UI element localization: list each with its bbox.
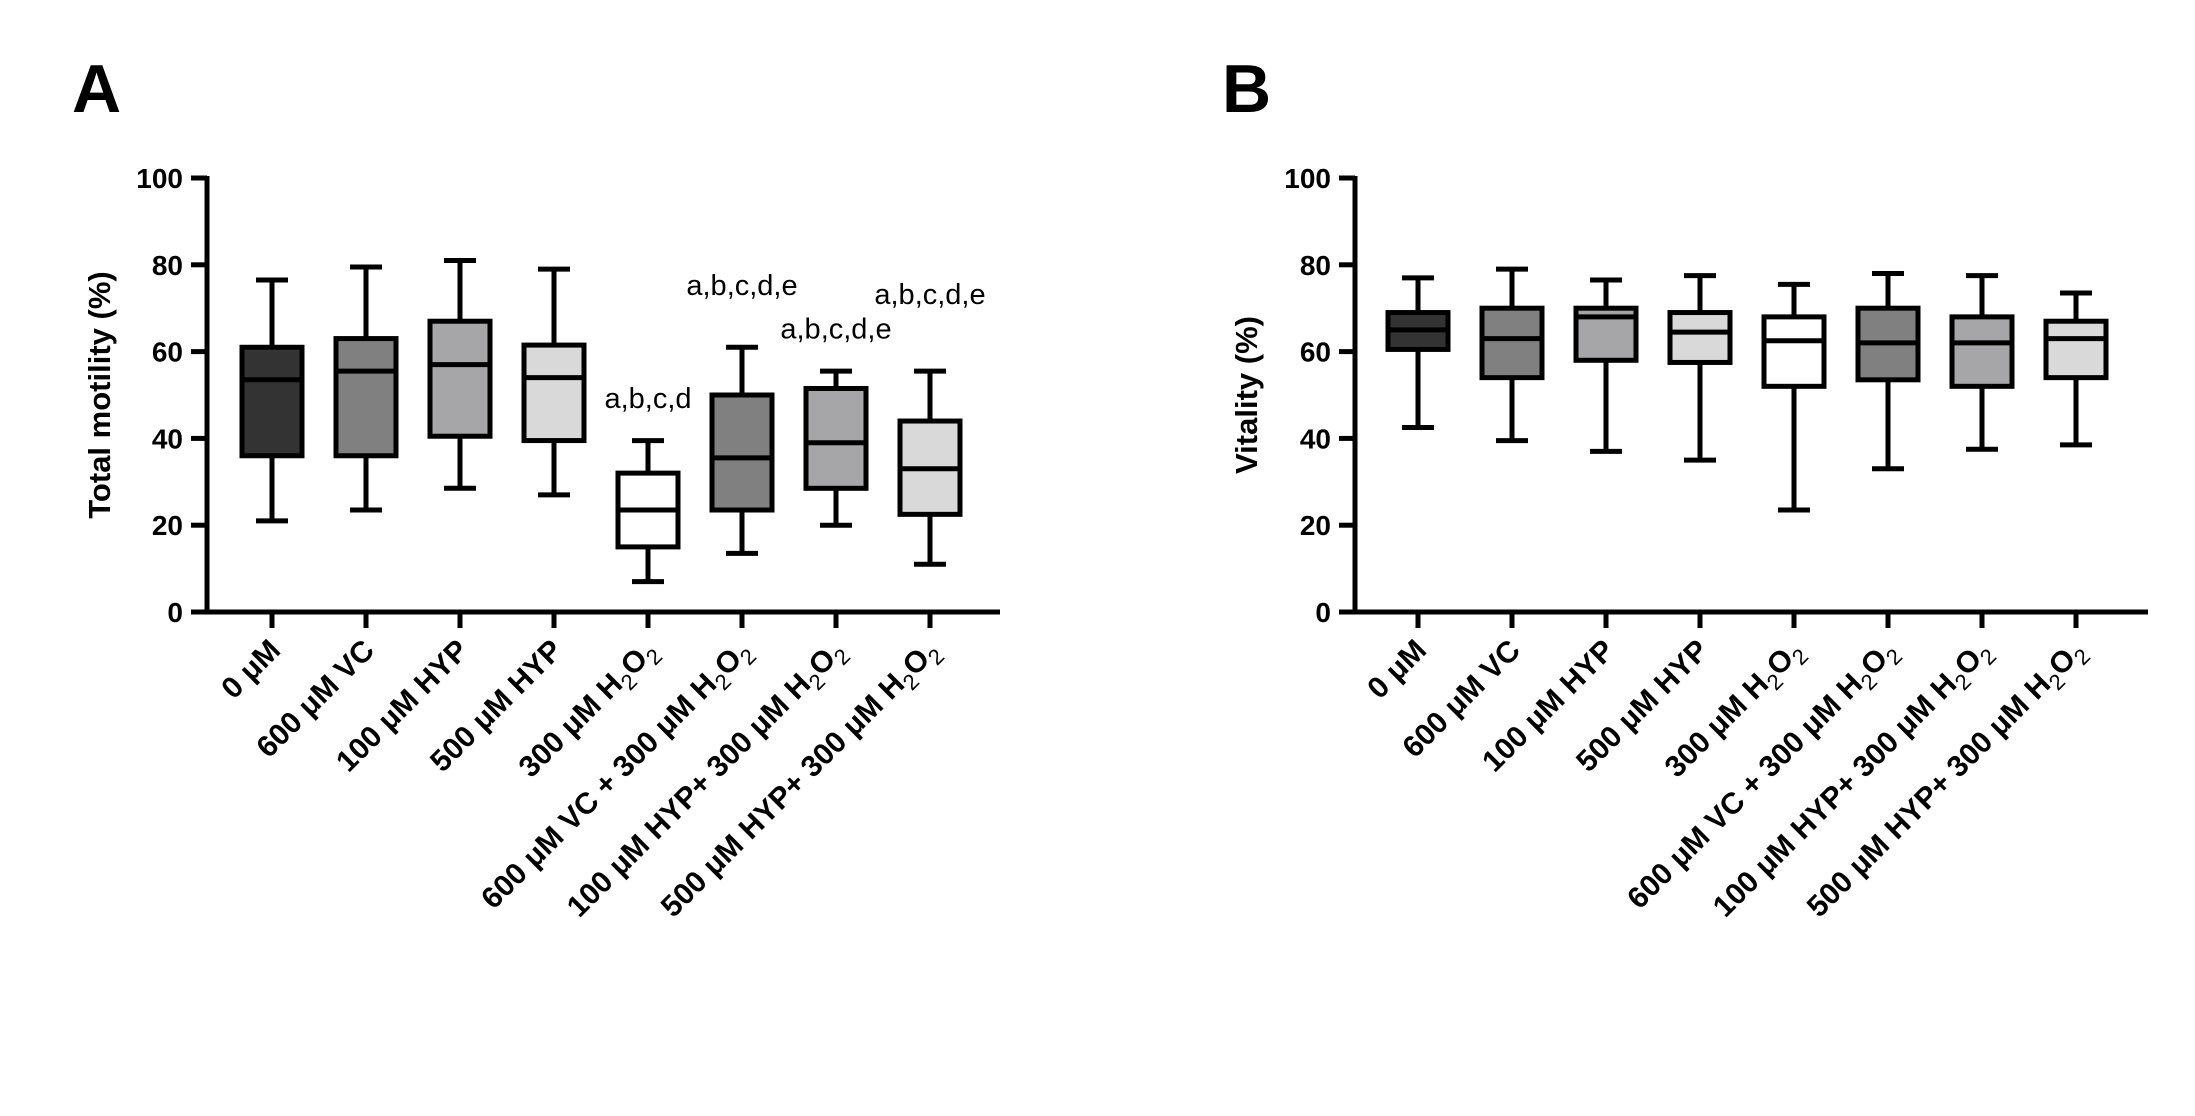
y-tick-label: 60 <box>1300 337 1331 368</box>
significance-annotation: a,b,c,d,e <box>686 270 797 302</box>
y-tick-label: 40 <box>152 423 183 454</box>
y-tick-label: 80 <box>1300 250 1331 281</box>
y-tick-label: 40 <box>1300 423 1331 454</box>
significance-annotation: a,b,c,d,e <box>780 314 891 346</box>
panel-label: B <box>1222 51 1271 127</box>
iqr-box <box>2043 318 2109 381</box>
category-label-text: 0 μM <box>215 634 287 706</box>
y-tick-label: 60 <box>152 337 183 368</box>
iqr-box <box>239 344 305 459</box>
box-1: 0 μM <box>215 277 305 706</box>
iqr-box <box>1761 314 1827 389</box>
category-label: 0 μM <box>1361 634 1433 706</box>
iqr-box <box>427 318 493 439</box>
y-axis-title: Vitality (%) <box>1229 316 1264 474</box>
iqr-box <box>1949 314 2015 389</box>
y-tick-label: 100 <box>136 163 183 194</box>
box-1: 0 μM <box>1361 275 1451 706</box>
iqr-box <box>333 336 399 459</box>
panel-label: A <box>72 51 121 127</box>
y-axis-title: Total motility (%) <box>82 271 117 518</box>
y-tick-label: 20 <box>1300 510 1331 541</box>
significance-annotation: a,b,c,d <box>604 383 691 415</box>
category-label: 0 μM <box>215 634 287 706</box>
iqr-box <box>1479 305 1545 381</box>
y-tick-label: 80 <box>152 250 183 281</box>
iqr-box <box>521 342 587 444</box>
iqr-box <box>1667 310 1733 365</box>
y-tick-label: 0 <box>167 597 183 628</box>
iqr-box <box>709 392 775 513</box>
y-tick-label: 20 <box>152 510 183 541</box>
y-tick-label: 0 <box>1315 597 1331 628</box>
significance-annotation: a,b,c,d,e <box>874 279 985 311</box>
category-label-text: 0 μM <box>1361 634 1433 706</box>
y-tick-label: 100 <box>1284 163 1331 194</box>
iqr-box <box>803 385 869 491</box>
